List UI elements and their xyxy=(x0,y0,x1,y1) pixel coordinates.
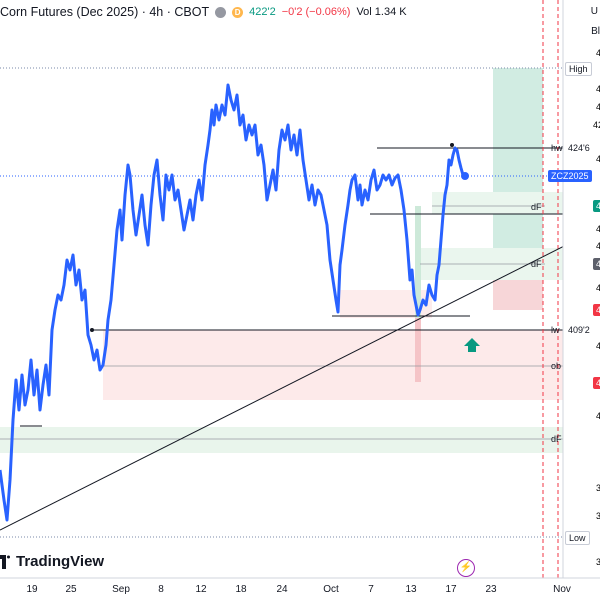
top-right-fragment-1: U xyxy=(590,6,598,17)
tradingview-logo-text: TradingView xyxy=(16,553,105,570)
trend-line[interactable] xyxy=(0,227,600,531)
df-label-lower: dF xyxy=(551,434,562,444)
axis-fragment: 3 xyxy=(596,557,600,567)
time-tick: Nov xyxy=(553,584,571,595)
time-tick: 18 xyxy=(235,584,247,595)
red-candle-bar xyxy=(415,318,421,382)
green-candle-bar xyxy=(415,206,421,318)
time-tick: 13 xyxy=(405,584,417,595)
volume-readout: Vol 1.34 K xyxy=(356,6,407,18)
demand-zone-box-mid xyxy=(432,192,563,214)
time-tick: 24 xyxy=(276,584,288,595)
df-label-upper: dF xyxy=(531,202,542,212)
low-label: Low xyxy=(565,531,590,545)
high-label: High xyxy=(565,62,592,76)
axis-fragment: 4 xyxy=(596,84,600,94)
lw-value-label: 409'2 xyxy=(568,325,590,335)
up-arrow-icon xyxy=(464,338,480,352)
supply-zone-box xyxy=(103,330,563,400)
axis-fragment: 4 xyxy=(596,411,600,421)
symbol-title[interactable]: Corn Futures (Dec 2025) · 4h · CBOT xyxy=(0,5,210,19)
axis-fragment-red: 4 xyxy=(593,304,600,316)
axis-fragment: 4 xyxy=(596,154,600,164)
price-line[interactable] xyxy=(0,83,466,522)
lw-anchor-dot xyxy=(90,328,94,332)
df-label-mid: dF xyxy=(531,259,542,269)
last-price: 422'2 xyxy=(249,6,276,18)
hw-label: hw xyxy=(551,143,563,153)
tradingview-logo: TradingView xyxy=(0,553,104,570)
time-tick: 8 xyxy=(158,584,164,595)
price-change: −0'2 (−0.06%) xyxy=(281,6,351,18)
ob-label: ob xyxy=(551,361,562,371)
axis-fragment-grey: 4 xyxy=(593,258,600,270)
axis-fragment: 4 xyxy=(596,341,600,351)
delayed-data-badge: D xyxy=(232,6,244,18)
chart-header: Corn Futures (Dec 2025) · 4h · CBOT D 42… xyxy=(0,0,407,24)
axis-fragment: 4 xyxy=(596,241,600,251)
axis-fragment: 3 xyxy=(596,483,600,493)
axis-fragment: 3 xyxy=(596,511,600,521)
time-tick: 17 xyxy=(445,584,457,595)
ticker-price-label: ZCZ2025 xyxy=(548,170,592,182)
axis-fragment: 4 xyxy=(596,48,600,58)
hw-value-label: 424'6 xyxy=(568,143,590,153)
tradingview-logo-icon xyxy=(0,554,10,569)
time-tick: 25 xyxy=(65,584,77,595)
time-tick: 12 xyxy=(195,584,207,595)
axis-fragment-green: 4 xyxy=(593,200,600,212)
axis-fragment: 4 xyxy=(596,224,600,234)
axis-fragment: 4 xyxy=(596,102,600,112)
price-axis[interactable] xyxy=(563,0,600,578)
time-tick: 23 xyxy=(485,584,497,595)
time-tick: 7 xyxy=(368,584,374,595)
lightning-icon[interactable]: ⚡ xyxy=(457,559,475,577)
time-tick: Sep xyxy=(112,584,130,595)
axis-fragment: 4 xyxy=(596,283,600,293)
top-right-fragment-2: Bl xyxy=(591,26,600,37)
market-status-icon xyxy=(215,6,227,18)
long-position-target-zone xyxy=(493,68,543,248)
axis-fragment-red: 4 xyxy=(593,377,600,389)
hw-anchor-dot xyxy=(450,143,454,147)
time-tick: Oct xyxy=(323,584,339,595)
lw-label: lw xyxy=(551,325,560,335)
demand-zone-box-lower xyxy=(0,427,563,453)
axis-fragment: 42 xyxy=(593,120,600,130)
current-price-dot xyxy=(461,172,469,180)
time-tick: 19 xyxy=(26,584,38,595)
